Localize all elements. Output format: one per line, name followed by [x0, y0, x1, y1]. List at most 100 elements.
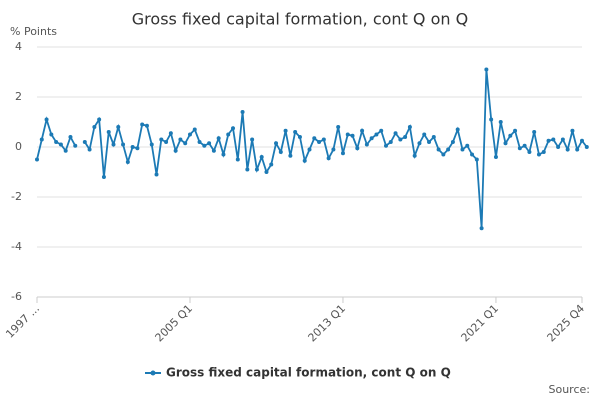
data-point [536, 152, 541, 157]
chart-title: Gross fixed capital formation, cont Q on… [132, 10, 468, 29]
data-point [221, 152, 226, 157]
data-point [580, 138, 584, 143]
data-point [321, 137, 326, 142]
data-point [388, 140, 393, 144]
data-point [140, 122, 145, 127]
data-point [455, 127, 460, 132]
data-point [508, 133, 513, 138]
y-tick-label: -4 [11, 240, 22, 253]
data-point [532, 130, 537, 134]
data-point [159, 137, 164, 142]
data-point [101, 175, 106, 179]
legend-marker [150, 370, 156, 376]
data-point [383, 143, 388, 148]
data-point [560, 137, 565, 142]
data-point [556, 145, 561, 149]
data-point [360, 128, 365, 133]
data-point [173, 148, 178, 153]
y-tick-label: -2 [11, 190, 22, 203]
data-point [427, 140, 432, 144]
data-point [436, 147, 441, 152]
data-point [116, 125, 121, 129]
data-point [331, 147, 336, 152]
data-point [293, 130, 298, 134]
data-point [393, 131, 398, 136]
data-point [379, 128, 384, 133]
data-point [546, 138, 551, 143]
data-point [44, 117, 49, 122]
data-point [498, 120, 503, 124]
data-point [58, 142, 63, 147]
data-point [522, 143, 527, 148]
data-point [297, 135, 302, 139]
x-tick-label: 2005 Q1 [153, 302, 196, 345]
y-axis-label: % Points [10, 25, 57, 38]
data-point [302, 158, 307, 163]
data-point [207, 141, 212, 146]
data-point [446, 147, 451, 152]
source: Source: [549, 383, 591, 396]
x-tick-label: 2021 Q1 [459, 302, 502, 345]
legend-label: Gross fixed capital formation, cont Q on… [166, 366, 451, 380]
data-point [541, 150, 546, 154]
data-point [570, 128, 575, 133]
data-point [216, 136, 221, 141]
data-point [551, 137, 556, 142]
data-point [350, 133, 355, 138]
data-point [575, 147, 580, 152]
data-point [49, 132, 54, 137]
data-point [73, 143, 78, 148]
data-point [340, 151, 345, 156]
data-point [135, 146, 140, 151]
data-point [187, 132, 192, 137]
data-point [211, 148, 216, 153]
data-point [479, 226, 484, 231]
data-point [111, 142, 116, 147]
data-point [312, 136, 317, 141]
data-point [450, 140, 455, 144]
data-point [149, 142, 154, 147]
data-point [121, 142, 126, 147]
series-line [36, 69, 588, 229]
y-tick-label: 2 [15, 90, 22, 103]
data-point [317, 140, 322, 144]
data-point [197, 140, 202, 144]
y-tick-label: -6 [11, 290, 22, 303]
data-point [39, 137, 44, 142]
data-point [441, 152, 446, 157]
data-point [92, 125, 97, 129]
data-point [489, 117, 494, 122]
data-point [336, 125, 341, 129]
y-tick-label: 0 [15, 140, 22, 153]
data-point [470, 152, 475, 157]
data-point [240, 110, 245, 114]
x-tick-label: 2013 Q1 [306, 302, 349, 345]
data-point [168, 131, 173, 136]
data-point [178, 137, 183, 142]
data-point [54, 140, 59, 144]
data-point [63, 148, 68, 153]
data-point [422, 132, 427, 137]
data-point [283, 128, 288, 133]
data-point [250, 137, 255, 142]
data-point [326, 156, 331, 161]
data-point [407, 125, 412, 129]
data-point [106, 130, 111, 134]
data-point [82, 140, 87, 144]
y-tick-label: 4 [15, 40, 22, 53]
data-point [288, 153, 293, 158]
data-point [183, 141, 188, 146]
data-point [68, 135, 73, 139]
data-point [431, 135, 436, 139]
data-point [35, 157, 39, 162]
data-point [154, 172, 159, 177]
data-point [412, 153, 417, 158]
data-point [87, 147, 92, 152]
data-point [192, 127, 197, 132]
data-point [517, 146, 522, 151]
x-tick-label: 2025 Q4 [545, 302, 588, 345]
data-point [484, 67, 489, 72]
data-point [269, 162, 274, 167]
x-tick-label: 1997 ... [3, 302, 42, 341]
data-point [398, 137, 403, 142]
